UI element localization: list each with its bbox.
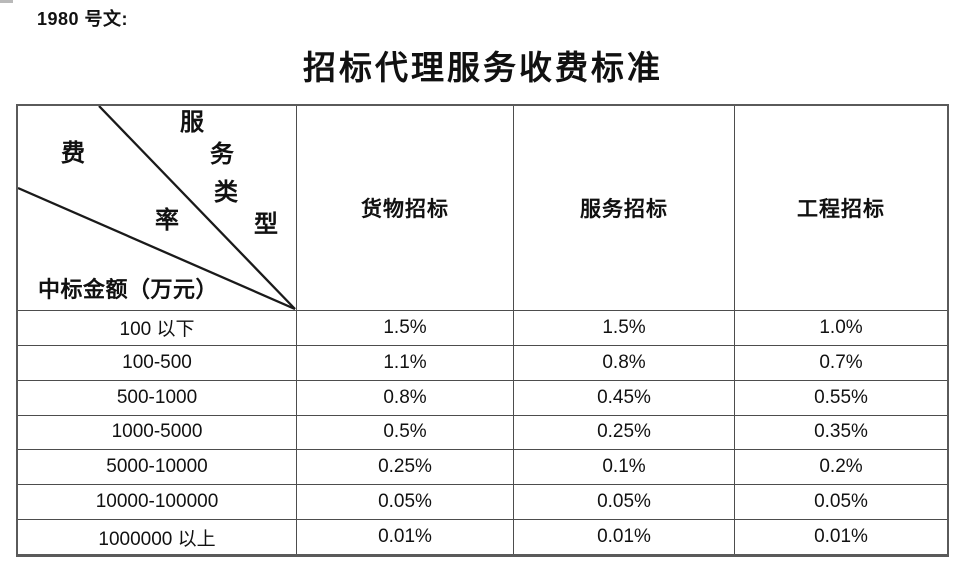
fee-value: 0.5% [296, 414, 513, 450]
page-title: 招标代理服务收费标准 [303, 51, 663, 87]
fee-value: 0.35% [734, 414, 947, 450]
fee-standard-table: 费 率 服 务 类 型 中标金额（万元） 货物招标 服务招标 工程招标 100 … [16, 104, 949, 557]
fee-value: 1.1% [296, 344, 513, 380]
column-header-engineering: 工程招标 [734, 106, 947, 310]
corner-label-type-char: 务 [210, 142, 234, 168]
screen-edge-artifact [0, 0, 13, 3]
row-amount: 5000-10000 [18, 449, 296, 484]
corner-label-amount: 中标金额（万元） [38, 277, 219, 302]
column-header-services: 服务招标 [513, 106, 734, 310]
corner-label-type-char: 服 [180, 110, 204, 136]
fee-value: 0.45% [513, 379, 734, 415]
column-header-goods: 货物招标 [296, 106, 513, 310]
fee-value: 0.01% [513, 519, 734, 554]
corner-label-rate-char: 费 [61, 141, 85, 167]
row-amount: 100-500 [18, 344, 296, 380]
corner-label-type-char: 型 [254, 212, 278, 238]
fee-value: 0.1% [513, 449, 734, 485]
fee-value: 1.0% [734, 310, 947, 345]
fee-value: 0.01% [296, 519, 513, 554]
corner-label-type-char: 类 [214, 180, 238, 206]
row-amount: 100 以下 [18, 310, 296, 345]
fee-value: 0.05% [296, 484, 513, 520]
diagonal-lines [18, 106, 296, 310]
fee-value: 1.5% [296, 310, 513, 345]
corner-label-rate-char: 率 [155, 208, 179, 234]
fee-value: 0.8% [513, 344, 734, 380]
fee-value: 0.7% [734, 344, 947, 380]
fee-value: 0.55% [734, 379, 947, 415]
fee-value: 0.25% [296, 449, 513, 485]
fee-value: 1.5% [513, 310, 734, 345]
fee-value: 0.01% [734, 519, 947, 554]
fee-value: 0.05% [734, 484, 947, 520]
fee-value: 0.05% [513, 484, 734, 520]
fee-value: 0.2% [734, 449, 947, 485]
diagonal-header-cell: 费 率 服 务 类 型 中标金额（万元） [18, 106, 296, 310]
row-amount: 1000000 以上 [18, 519, 296, 554]
doc-number: 1980 号文: [37, 9, 129, 29]
row-amount: 1000-5000 [18, 414, 296, 450]
row-amount: 10000-100000 [18, 484, 296, 519]
row-amount: 500-1000 [18, 379, 296, 415]
fee-value: 0.25% [513, 414, 734, 450]
fee-value: 0.8% [296, 379, 513, 415]
